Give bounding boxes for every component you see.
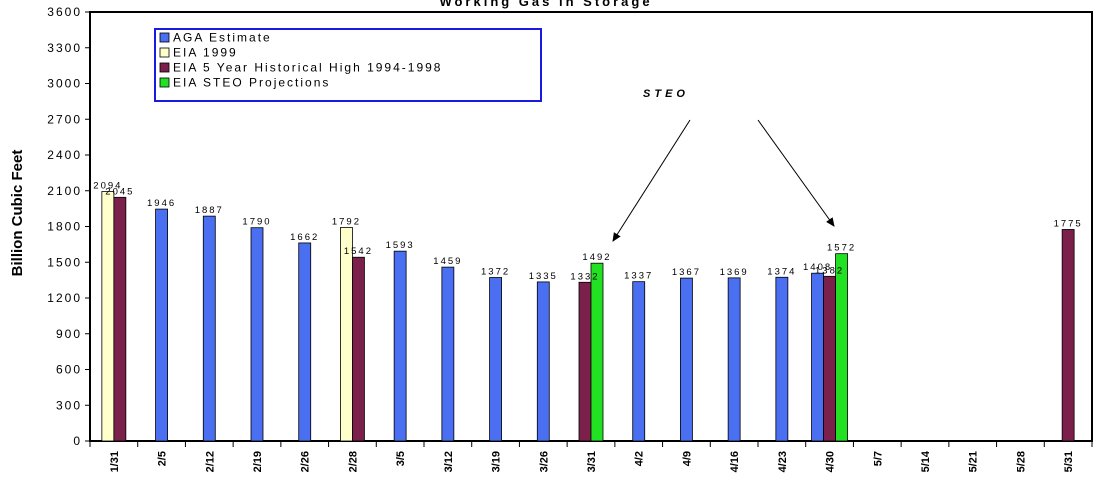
steo-annotation-label: STEO — [643, 88, 689, 100]
steo-annotation: STEO — [612, 88, 835, 242]
x-tick-label: 2/12 — [204, 451, 216, 472]
data-label: 1374 — [767, 266, 796, 277]
data-label: 1492 — [582, 252, 611, 263]
x-tick-label: 2/5 — [157, 451, 169, 466]
y-tick-label: 1800 — [47, 220, 82, 234]
data-label: 1662 — [290, 232, 319, 243]
x-tick-label: 5/14 — [920, 450, 932, 472]
x-tick-label: 4/30 — [825, 451, 837, 472]
y-tick-label: 600 — [56, 363, 82, 377]
legend-swatch — [159, 77, 170, 88]
data-label: 1572 — [827, 243, 856, 254]
bar-eia-steo-projections — [590, 262, 604, 442]
x-tick-label: 3/31 — [586, 451, 598, 472]
bar-aga-estimate — [680, 277, 693, 442]
x-tick-label: 5/31 — [1063, 451, 1075, 472]
data-label: 2094 — [93, 180, 122, 191]
bar-eia-5-year-historical-high-1994-1998 — [113, 196, 127, 442]
x-tick-label: 4/2 — [634, 451, 646, 466]
data-label: 1335 — [529, 271, 558, 282]
data-label: 1337 — [624, 271, 653, 282]
bar-aga-estimate — [727, 277, 741, 442]
data-label: 1542 — [344, 246, 373, 257]
bar-eia-5-year-historical-high-1994-1998 — [823, 275, 836, 442]
legend-swatch — [159, 62, 170, 73]
bar-eia-5-year-historical-high-1994-1998 — [578, 281, 592, 442]
y-tick-label: 900 — [56, 327, 82, 341]
y-axis-label: Billion Cubic Feet — [9, 150, 26, 277]
data-label: 1367 — [672, 267, 701, 278]
data-label: 1946 — [147, 198, 176, 209]
data-label: 2045 — [105, 186, 134, 197]
x-tick-label: 5/21 — [968, 451, 980, 472]
y-tick-label: 3000 — [47, 77, 82, 91]
bar-aga-estimate — [811, 272, 824, 442]
x-tick-label: 2/26 — [300, 451, 312, 472]
data-label: 1593 — [386, 240, 415, 251]
data-label: 1332 — [570, 271, 599, 282]
bar-aga-estimate — [202, 215, 216, 442]
bar-aga-estimate — [155, 208, 168, 442]
x-tick-label: 5/7 — [872, 451, 884, 466]
data-label: 1775 — [1054, 218, 1083, 229]
steo-arrow-left — [612, 119, 691, 242]
bar-aga-estimate — [536, 281, 550, 442]
bars — [101, 191, 1075, 442]
y-tick-label: 3600 — [47, 5, 82, 19]
data-label: 1459 — [433, 256, 462, 267]
x-tick-label: 3/19 — [491, 451, 503, 472]
bar-aga-estimate — [250, 227, 264, 442]
x-tick-label: 3/5 — [395, 451, 407, 466]
x-tick-label: 1/31 — [109, 451, 121, 472]
data-label: 1792 — [332, 216, 361, 227]
legend-label: EIA STEO Projections — [173, 76, 330, 90]
x-tick-label: 4/23 — [777, 451, 789, 472]
chart-title: Working Gas in Storage — [439, 0, 652, 9]
bar-eia-steo-projections — [835, 253, 848, 442]
bar-aga-estimate — [775, 276, 789, 442]
y-tick-label: 2100 — [47, 184, 82, 198]
legend-label: AGA Estimate — [173, 31, 272, 45]
x-tick-label: 2/28 — [347, 451, 359, 472]
data-label: 1408 — [803, 262, 832, 273]
data-label: 1790 — [242, 217, 271, 228]
x-axis: 1/31 2/5 2/12 2/19 2/26 2/28 3/5 3/12 3/19 3/26 3/… — [89, 441, 1093, 472]
data-label: 1382 — [815, 265, 844, 276]
bar-aga-estimate — [393, 250, 407, 442]
bar-eia-5-year-historical-high-1994-1998 — [1061, 229, 1075, 442]
y-tick-label: 2700 — [47, 112, 82, 126]
bar-aga-estimate — [298, 242, 312, 442]
bar-eia-1999 — [101, 191, 115, 442]
bar-aga-estimate — [489, 277, 502, 442]
bar-aga-estimate — [632, 281, 646, 442]
bar-aga-estimate — [441, 266, 455, 442]
legend-swatch — [159, 47, 170, 58]
data-label: 1887 — [195, 205, 224, 216]
y-axis: 0 300 600 900 1200 1500 1800 2100 2400 2700 3000 33… — [47, 5, 90, 448]
bar-eia-5-year-historical-high-1994-1998 — [352, 256, 365, 442]
steo-arrow-right — [757, 119, 835, 227]
y-tick-label: 0 — [73, 434, 82, 448]
x-tick-label: 5/28 — [1015, 451, 1027, 472]
data-label: 1372 — [481, 267, 510, 278]
x-tick-label: 4/16 — [729, 451, 741, 472]
legend-swatch — [159, 32, 170, 43]
legend-box — [154, 28, 542, 102]
legend-label: EIA 1999 — [173, 46, 238, 60]
x-tick-label: 2/19 — [252, 451, 264, 472]
legend-label: EIA 5 Year Historical High 1994-1998 — [173, 61, 442, 75]
y-tick-label: 1500 — [47, 255, 82, 269]
y-tick-label: 2400 — [47, 148, 82, 162]
data-label: 1369 — [720, 267, 749, 278]
x-tick-label: 3/26 — [538, 451, 550, 472]
bar-eia-1999 — [340, 227, 353, 442]
y-tick-label: 3300 — [47, 41, 82, 55]
x-tick-label: 4/9 — [681, 451, 693, 466]
y-tick-label: 1200 — [47, 291, 82, 305]
x-tick-label: 3/12 — [443, 451, 455, 472]
y-tick-label: 300 — [56, 398, 82, 412]
